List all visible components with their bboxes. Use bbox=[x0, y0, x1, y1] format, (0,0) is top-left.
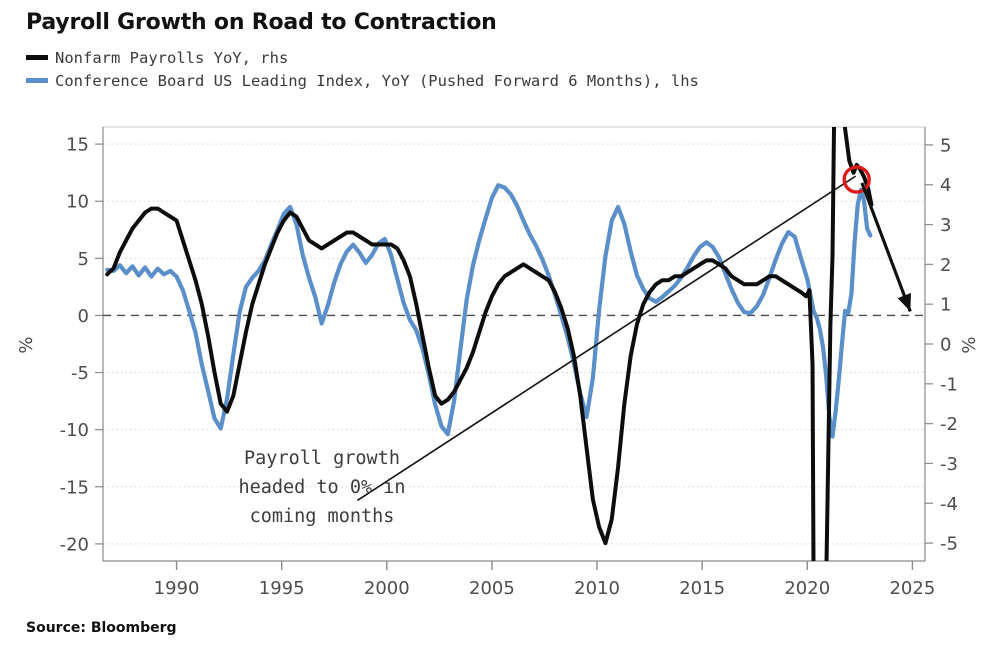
axis-tick-label-bottom: 1995 bbox=[259, 578, 305, 599]
axis-tick-label-left: -10 bbox=[60, 420, 89, 441]
axis-tick-label-bottom: 2010 bbox=[574, 578, 620, 599]
series-line-nonfarm-payrolls bbox=[105, 127, 874, 561]
annotation-arrow-shaft bbox=[860, 182, 912, 313]
annotation-circle-marker bbox=[842, 165, 871, 194]
axis-tick-label-right: 4 bbox=[940, 175, 951, 196]
annotation-text-line: headed to 0% in bbox=[238, 477, 405, 498]
axis-tick-label-bottom: 1990 bbox=[154, 578, 200, 599]
legend-item-nonfarm-payrolls: Nonfarm Payrolls YoY, rhs bbox=[26, 46, 699, 69]
source-note: Source: Bloomberg bbox=[26, 620, 177, 636]
page-title: Payroll Growth on Road to Contraction bbox=[26, 10, 497, 35]
axis-tick-label-right: 2 bbox=[940, 255, 951, 276]
legend-swatch-leading-index bbox=[26, 78, 48, 83]
axis-tick-label-right: -2 bbox=[940, 414, 958, 435]
chart-legend: Nonfarm Payrolls YoY, rhs Conference Boa… bbox=[26, 46, 699, 92]
axis-tick-label-left: 10 bbox=[66, 192, 89, 213]
axis-unit-right: % bbox=[959, 336, 980, 353]
axis-tick-label-right: 3 bbox=[940, 215, 951, 236]
axis-tick-label-bottom: 2015 bbox=[679, 578, 725, 599]
axis-tick-label-right: 0 bbox=[940, 335, 951, 356]
axis-tick-label-left: -5 bbox=[71, 363, 89, 384]
axis-unit-left: % bbox=[16, 336, 37, 353]
axis-tick-label-left: -20 bbox=[60, 534, 89, 555]
axis-tick-label-bottom: 2020 bbox=[784, 578, 830, 599]
axis-tick-label-left: -15 bbox=[60, 477, 89, 498]
axis-tick-label-bottom: 2025 bbox=[889, 578, 935, 599]
axis-tick-label-right: -3 bbox=[940, 454, 958, 475]
axis-tick-label-right: -5 bbox=[940, 534, 958, 555]
axis-tick-label-left: 5 bbox=[78, 249, 89, 270]
annotation-text-line: Payroll growth bbox=[244, 448, 400, 469]
axis-tick-label-bottom: 2000 bbox=[364, 578, 410, 599]
series-line-leading-index bbox=[105, 183, 873, 439]
legend-label-leading-index: Conference Board US Leading Index, YoY (… bbox=[55, 71, 699, 90]
axis-tick-label-bottom: 2005 bbox=[469, 578, 515, 599]
axis-tick-label-right: -1 bbox=[940, 374, 958, 395]
legend-swatch-nonfarm-payrolls bbox=[26, 55, 48, 60]
axis-tick-label-right: 1 bbox=[940, 295, 951, 316]
legend-label-nonfarm-payrolls: Nonfarm Payrolls YoY, rhs bbox=[55, 48, 289, 67]
axis-tick-label-left: 15 bbox=[66, 135, 89, 156]
axis-tick-label-right: 5 bbox=[940, 135, 951, 156]
axis-tick-label-right: -4 bbox=[940, 494, 958, 515]
axis-tick-label-left: 0 bbox=[78, 306, 89, 327]
annotation-arrow-head bbox=[897, 293, 911, 312]
annotation-text-line: coming months bbox=[250, 506, 395, 527]
legend-item-leading-index: Conference Board US Leading Index, YoY (… bbox=[26, 69, 699, 92]
annotation-trend-line bbox=[356, 175, 857, 502]
